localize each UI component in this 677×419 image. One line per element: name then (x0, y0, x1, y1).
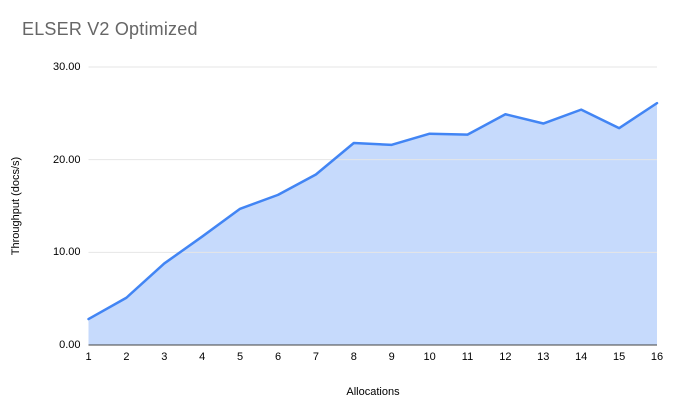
x-tick-label: 16 (650, 351, 664, 363)
x-tick-label: 3 (161, 351, 168, 363)
x-tick-label: 13 (537, 351, 550, 363)
x-tick-label: 4 (199, 351, 206, 363)
y-tick-label: 10.00 (52, 246, 81, 259)
x-tick-label: 6 (274, 351, 282, 363)
x-tick-label: 5 (237, 351, 244, 363)
x-tick-label: 11 (461, 351, 474, 363)
x-tick-label: 12 (499, 351, 512, 363)
x-tick-label: 2 (123, 351, 130, 363)
x-tick-label: 15 (612, 351, 626, 363)
x-axis-title: Allocations (346, 386, 400, 398)
chart-title: ELSER V2 Optimized (22, 19, 198, 39)
x-tick-label: 9 (388, 351, 395, 363)
gridlines (88, 66, 657, 346)
x-tick-label: 10 (423, 351, 436, 363)
y-tick-label: 30.00 (52, 61, 81, 73)
y-tick-label: 20.00 (52, 153, 81, 166)
y-tick-label: 0.00 (59, 339, 81, 351)
x-tick-label: 1 (85, 351, 92, 363)
series-line (87, 101, 659, 321)
x-tick-label: 7 (312, 351, 319, 363)
series-area-fill (88, 103, 657, 345)
x-tick-label: 14 (575, 351, 588, 363)
y-axis-title: Throughput (docs/s) (10, 156, 22, 256)
x-tick-label: 8 (350, 351, 357, 363)
